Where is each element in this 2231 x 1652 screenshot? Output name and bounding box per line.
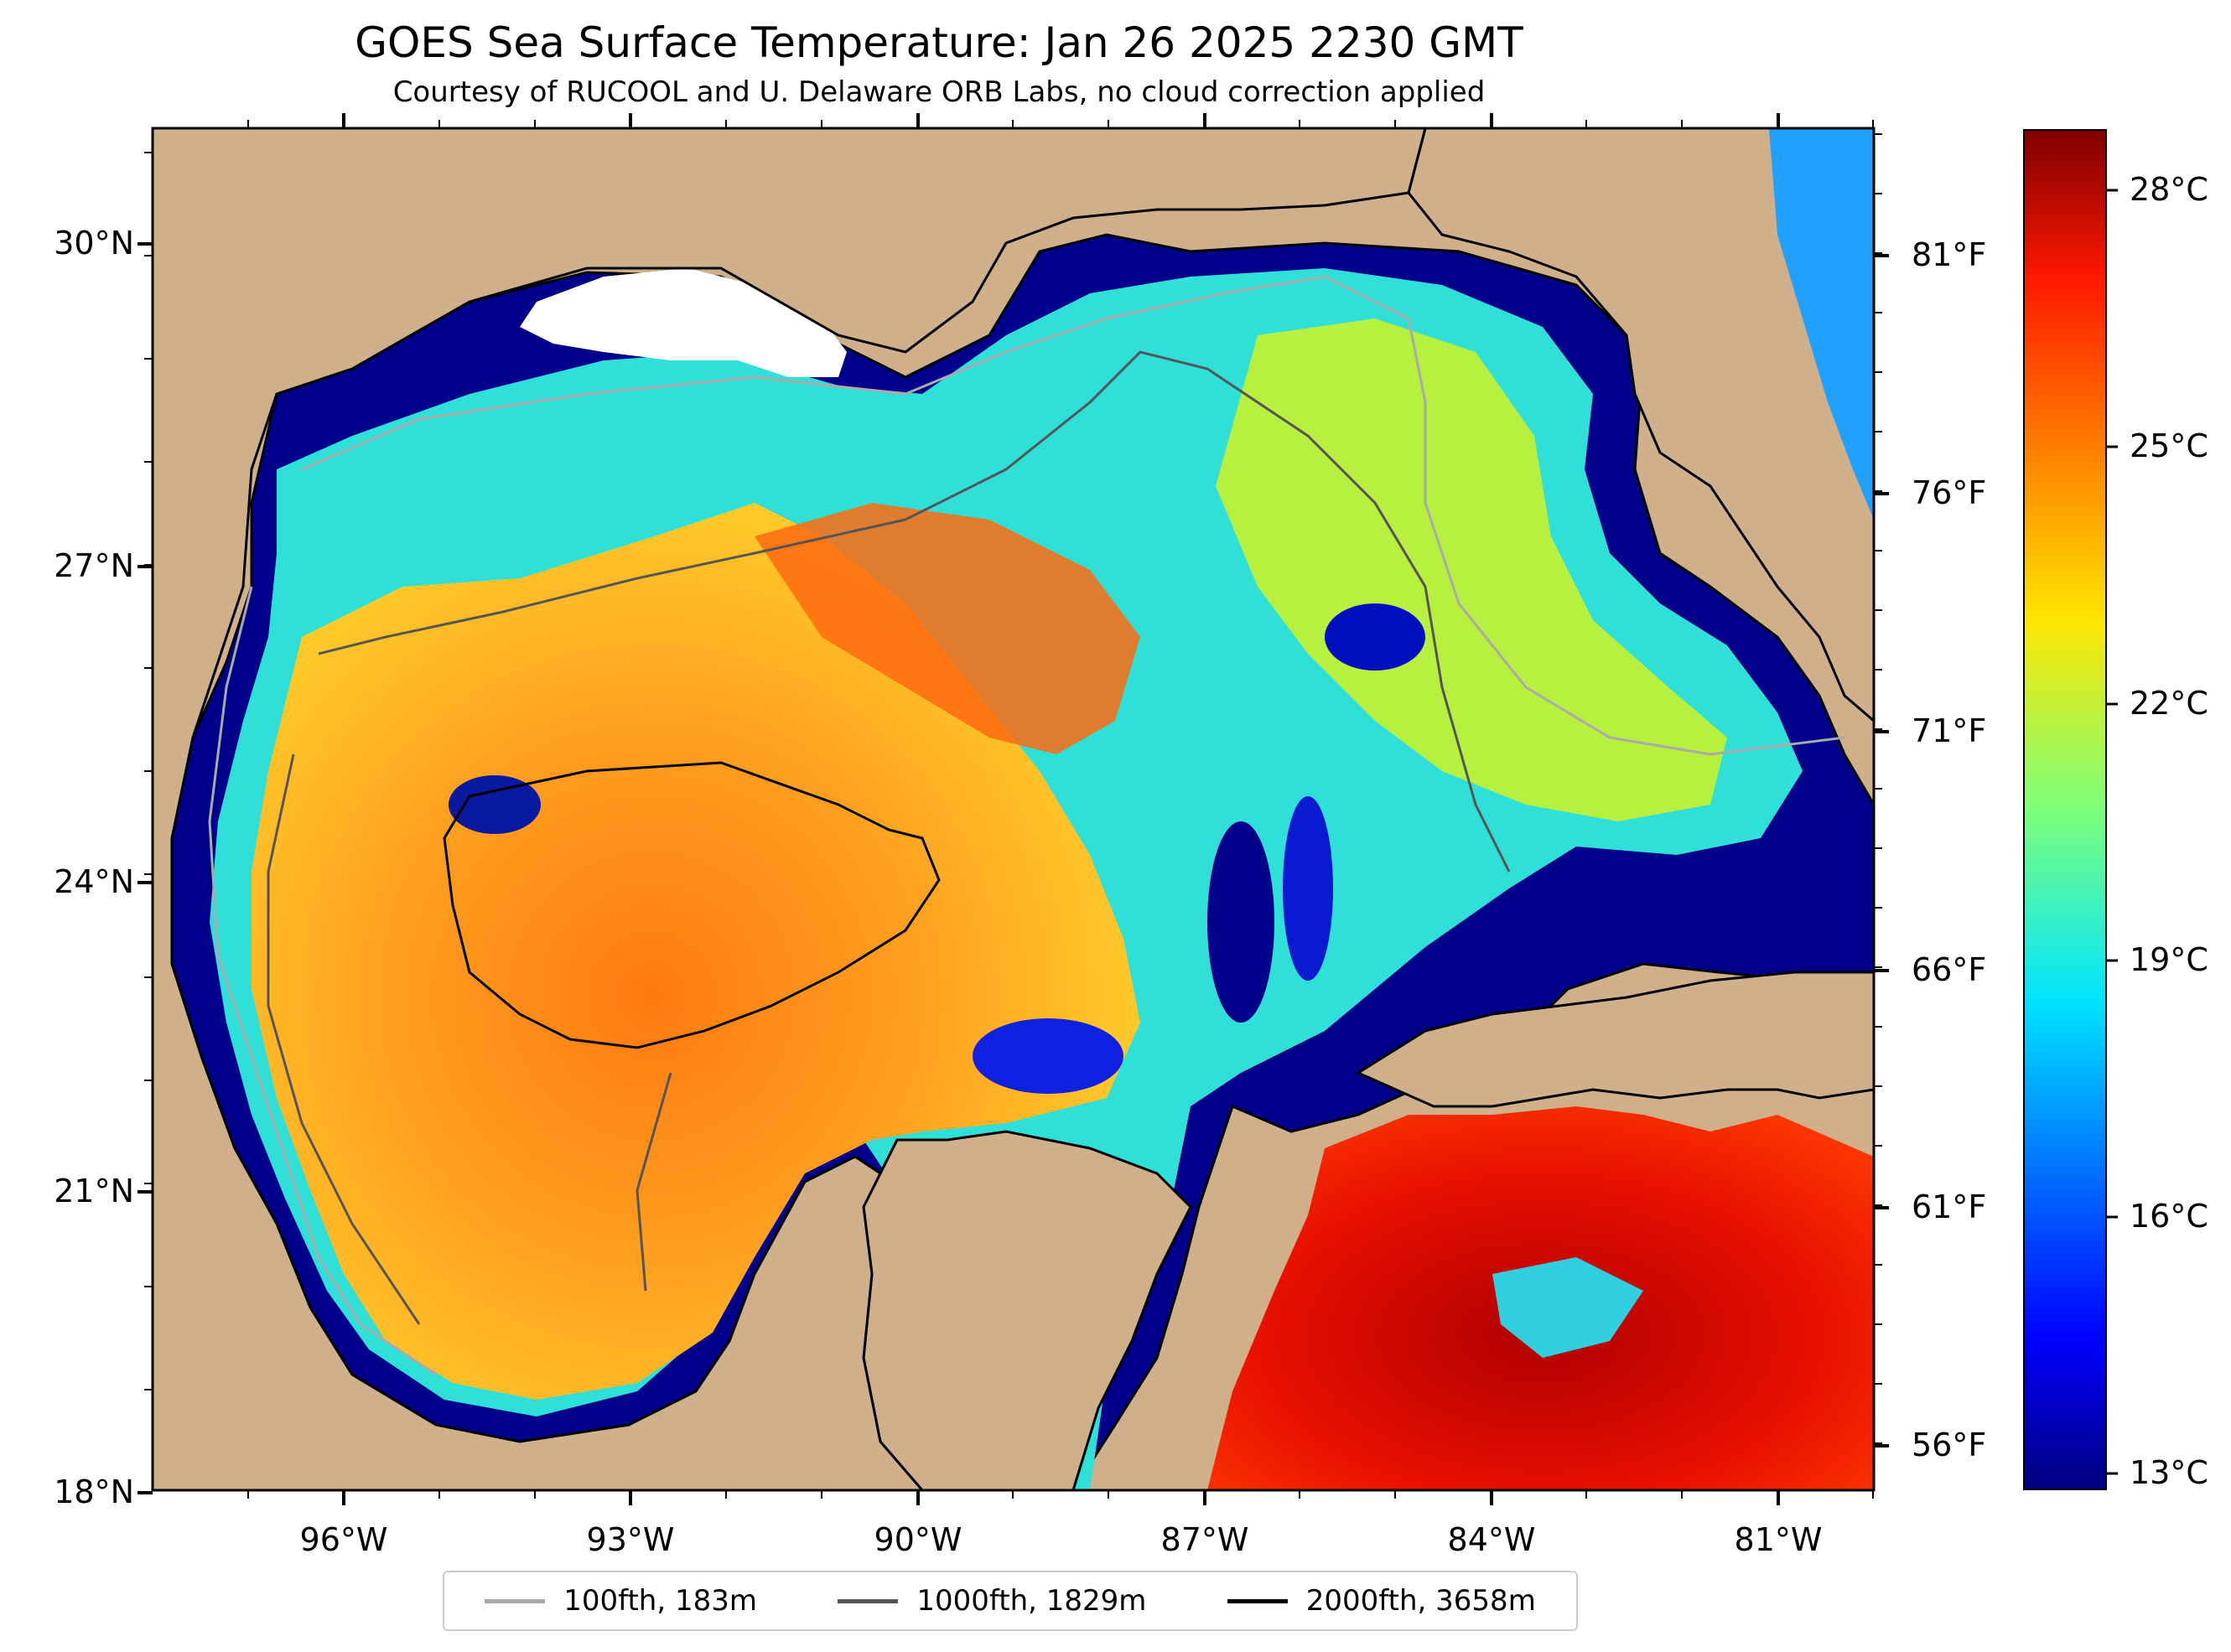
legend-label: 100fth, 183m xyxy=(563,1584,757,1618)
f-label-66: 66°F xyxy=(1912,951,1986,988)
caribbean-cool-patch xyxy=(1492,1257,1643,1358)
cuba-island xyxy=(1355,971,1874,1108)
cold-eddy xyxy=(449,775,541,834)
map-legend: 100fth, 183m 1000fth, 1829m 2000fth, 365… xyxy=(443,1571,1578,1631)
lon-label-90w: 90°W xyxy=(874,1521,962,1558)
cbar-label-25c: 25°C xyxy=(2130,427,2208,464)
lat-label-27n: 27°N xyxy=(54,547,134,584)
lat-label-18n: 18°N xyxy=(54,1473,134,1510)
lat-label-21n: 21°N xyxy=(54,1173,134,1209)
f-label-76: 76°F xyxy=(1912,474,1986,511)
lat-label-30n: 30°N xyxy=(54,225,134,262)
f-label-56: 56°F xyxy=(1912,1427,1986,1463)
lon-label-84w: 84°W xyxy=(1448,1521,1536,1558)
colorbar-ticks xyxy=(2106,189,2118,1475)
warm-water-pool xyxy=(252,503,1140,1400)
contour-1000fth xyxy=(267,350,1511,1325)
colorbar xyxy=(2023,129,2107,1490)
contour-100fth xyxy=(208,275,1845,1376)
lon-label-81w: 81°W xyxy=(1735,1521,1823,1558)
cold-eddy xyxy=(1207,821,1274,1023)
legend-item-1000fth: 1000fth, 1829m xyxy=(838,1584,1146,1618)
cbar-label-19c: 19°C xyxy=(2130,941,2208,978)
cbar-label-28c: 28°C xyxy=(2130,171,2208,208)
f-label-81: 81°F xyxy=(1912,236,1986,273)
lon-label-87w: 87°W xyxy=(1161,1521,1249,1558)
legend-label: 1000fth, 1829m xyxy=(916,1584,1147,1618)
legend-item-2000fth: 2000fth, 3658m xyxy=(1227,1584,1536,1618)
contour-2000fth xyxy=(443,761,941,1049)
lon-label-93w: 93°W xyxy=(587,1521,675,1558)
cold-eddy xyxy=(973,1018,1123,1094)
cold-eddy xyxy=(1325,603,1425,671)
atlantic-water xyxy=(1769,128,1874,520)
cold-eddy xyxy=(1283,796,1333,981)
cbar-label-22c: 22°C xyxy=(2130,685,2208,722)
florida-peninsula xyxy=(1407,128,1874,722)
eastern-gulf-water xyxy=(1216,318,1727,821)
lat-label-24n: 24°N xyxy=(54,863,134,900)
cbar-label-16c: 16°C xyxy=(2130,1198,2208,1235)
legend-label: 2000fth, 3658m xyxy=(1305,1584,1536,1618)
chart-subtitle: Courtesy of RUCOOL and U. Delaware ORB L… xyxy=(392,75,1486,109)
chart-title: GOES Sea Surface Temperature: Jan 26 202… xyxy=(355,18,1523,67)
loop-current-core xyxy=(755,503,1140,754)
lon-label-96w: 96°W xyxy=(300,1521,388,1558)
no-data-area xyxy=(520,268,847,377)
legend-line-icon xyxy=(838,1598,899,1603)
legend-item-100fth: 100fth, 183m xyxy=(485,1584,757,1618)
cbar-label-13c: 13°C xyxy=(2130,1454,2208,1491)
legend-line-icon xyxy=(1227,1598,1288,1603)
f-label-71: 71°F xyxy=(1912,712,1986,749)
legend-line-icon xyxy=(485,1598,546,1603)
north-coast-land xyxy=(153,128,1427,1490)
axis-ticks xyxy=(137,113,1889,1505)
f-label-61: 61°F xyxy=(1912,1189,1986,1225)
